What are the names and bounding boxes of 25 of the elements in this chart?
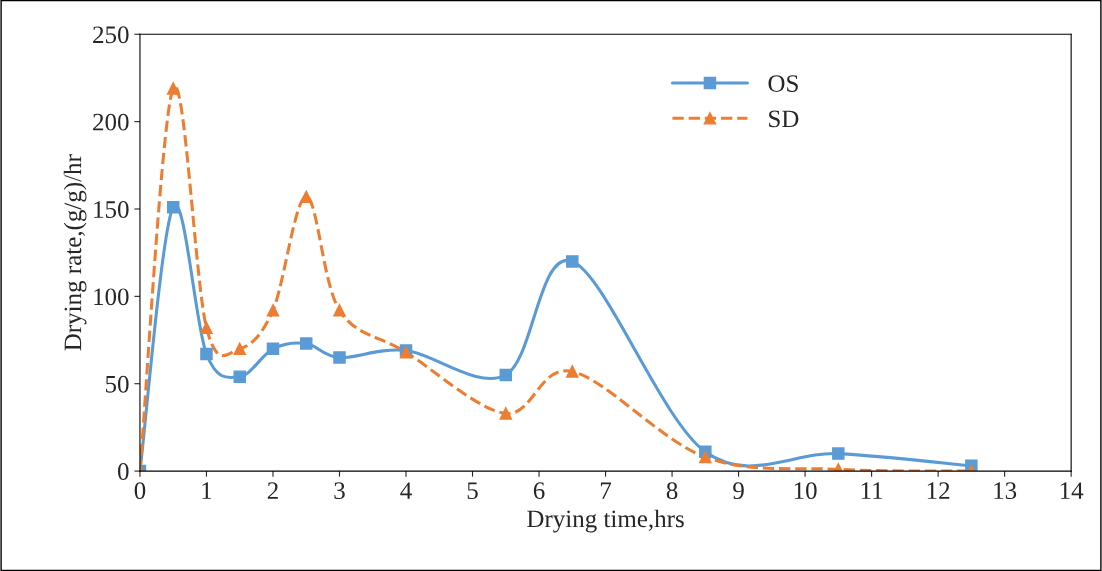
- x-tick-label: 7: [600, 482, 612, 499]
- x-tick-label: 10: [794, 482, 817, 500]
- x-tick-label: 6: [533, 482, 545, 500]
- x-tick-label: 14: [1060, 482, 1084, 499]
- x-tick-label: 1: [202, 482, 212, 499]
- y-axis-title: Drying rate,(g/g)/hr: [63, 154, 87, 351]
- x-tick-label: 3: [334, 482, 345, 500]
- x-tick-label: 2: [267, 482, 278, 499]
- legend-label: OS: [768, 75, 798, 92]
- y-tick-label: 200: [93, 113, 129, 131]
- legend-label: SD: [769, 110, 799, 128]
- x-tick-label: 0: [134, 482, 146, 500]
- x-tick-label: 8: [666, 482, 678, 500]
- y-tick-label: 250: [93, 26, 129, 44]
- x-tick-label: 5: [467, 482, 478, 500]
- x-tick-label: 13: [994, 482, 1017, 500]
- x-axis-title: Drying time,hrs: [527, 509, 684, 533]
- x-tick-label: 11: [861, 482, 883, 499]
- x-tick-label: 12: [927, 482, 950, 499]
- y-tick-label: 50: [105, 375, 129, 393]
- x-tick-label: 9: [733, 482, 744, 500]
- y-tick-label: 150: [94, 201, 129, 218]
- y-tick-label: 0: [117, 463, 129, 480]
- x-tick-label: 4: [400, 482, 412, 499]
- y-tick-label: 100: [94, 288, 129, 306]
